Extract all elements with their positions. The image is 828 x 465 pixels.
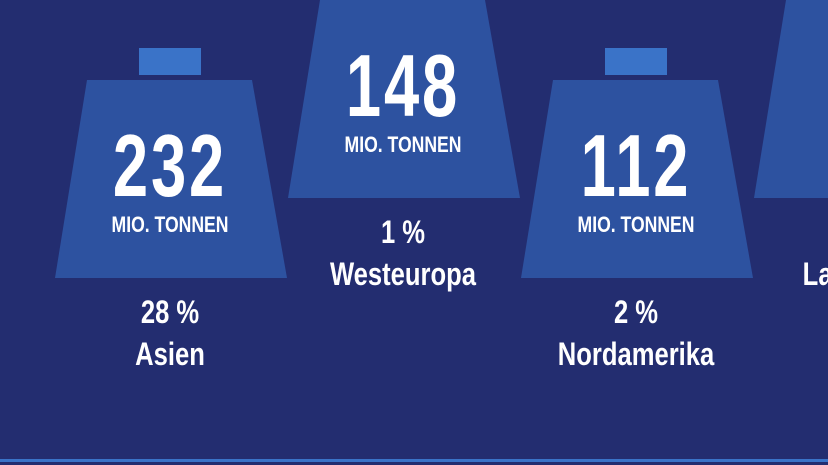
- weight-unit: MIO. TONNEN: [578, 213, 695, 237]
- bottom-rule: [0, 459, 828, 462]
- weight-share: 1 %: [381, 215, 425, 250]
- share-wrap: 1 %: [381, 215, 425, 250]
- weight-knob: [139, 48, 201, 75]
- weight-value: 148: [346, 38, 460, 136]
- weight-region: Nordamerika: [558, 337, 715, 372]
- share-wrap: 28 %: [141, 295, 199, 330]
- region-wrap: Late: [803, 257, 828, 292]
- weight-body: [754, 0, 828, 198]
- weight-unit: MIO. TONNEN: [345, 133, 462, 157]
- weight-share: 2 %: [614, 295, 658, 330]
- weight-body: [288, 0, 520, 198]
- unit-wrap: MIO. TONNEN: [345, 133, 462, 157]
- weight-share: 28 %: [141, 295, 199, 330]
- value-wrap: 112: [581, 118, 692, 216]
- weight-region: Asien: [135, 337, 205, 372]
- region-wrap: Asien: [135, 337, 205, 372]
- share-wrap: 2 %: [614, 295, 658, 330]
- weight-item: 1MIO.Late: [754, 0, 828, 293]
- region-wrap: Westeuropa: [330, 257, 477, 292]
- weight-region: Westeuropa: [330, 257, 477, 292]
- weight-body: [521, 80, 753, 278]
- value-wrap: 148: [346, 38, 460, 136]
- unit-wrap: MIO. TONNEN: [578, 213, 695, 237]
- weight-value: 232: [113, 118, 227, 216]
- weight-body: [55, 80, 287, 278]
- unit-wrap: MIO. TONNEN: [112, 213, 229, 237]
- weight-region: Late: [803, 257, 828, 292]
- weight-value: 112: [581, 118, 692, 216]
- value-wrap: 232: [113, 118, 227, 216]
- region-wrap: Nordamerika: [558, 337, 715, 372]
- weight-knob: [605, 48, 667, 75]
- weight-unit: MIO. TONNEN: [112, 213, 229, 237]
